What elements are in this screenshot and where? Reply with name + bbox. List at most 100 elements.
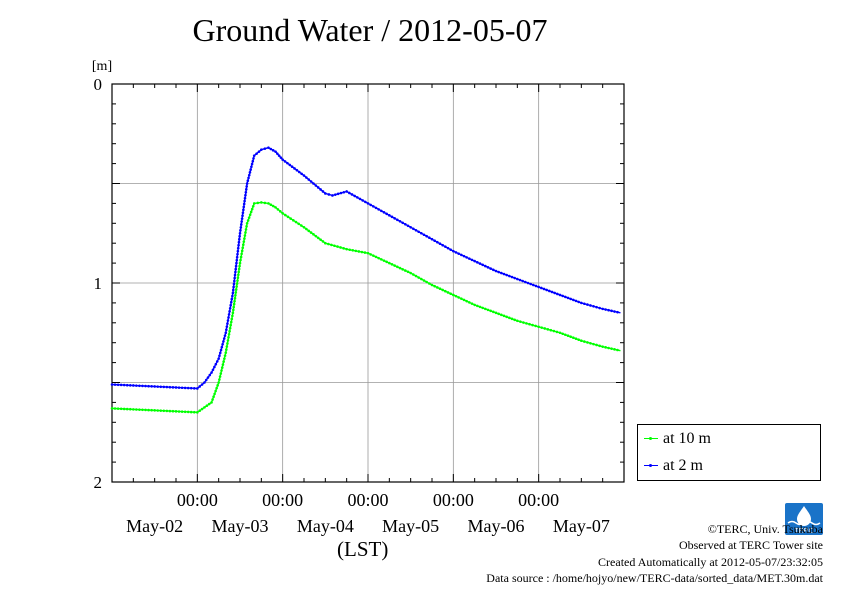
series-marker-0 [232,305,236,309]
series-marker-1 [180,386,184,390]
series-marker-1 [486,266,490,269]
series-marker-0 [223,354,227,357]
series-marker-1 [540,286,543,290]
series-marker-1 [236,249,240,253]
series-marker-0 [144,408,147,412]
series-marker-0 [494,311,498,315]
credit-observed: Observed at TERC Tower site [678,538,823,552]
series-marker-1 [203,381,206,384]
series-marker-0 [312,233,315,236]
series-marker-1 [219,348,223,352]
series-marker-0 [240,252,243,256]
series-marker-0 [207,402,211,406]
series-marker-0 [177,410,181,413]
series-marker-0 [462,298,466,302]
series-marker-1 [276,152,279,155]
series-marker-0 [473,303,476,307]
series-marker-1 [288,163,292,167]
series-marker-0 [271,204,275,208]
series-marker-1 [309,180,313,183]
series-marker-0 [235,282,239,285]
series-marker-0 [357,250,361,253]
series-marker-0 [249,210,253,214]
series-marker-1 [361,199,364,202]
series-marker-0 [211,398,214,401]
series-marker-0 [244,228,248,231]
series-marker-1 [113,383,117,386]
series-marker-0 [484,307,487,311]
series-marker-1 [235,258,239,262]
series-marker-0 [348,248,352,252]
x-tick-date-label: May-04 [297,516,354,536]
series-marker-1 [404,222,407,226]
series-marker-1 [295,168,299,172]
series-marker-0 [558,331,562,335]
series-marker-0 [404,269,407,272]
series-marker-1 [227,316,230,319]
series-marker-1 [222,337,226,340]
series-marker-0 [198,409,202,412]
series-marker-1 [263,147,267,150]
series-marker-0 [289,217,292,220]
series-marker-1 [470,258,474,262]
series-marker-1 [412,227,415,231]
series-marker-0 [221,363,225,366]
series-marker-1 [449,248,452,251]
series-marker-1 [244,190,248,194]
series-marker-1 [537,285,540,289]
series-marker-0 [236,276,240,280]
series-marker-1 [242,202,246,206]
series-marker-1 [345,190,348,193]
series-marker-0 [393,264,396,267]
series-marker-0 [231,314,234,318]
series-marker-0 [239,255,243,259]
series-marker-0 [586,341,589,344]
series-marker-0 [189,410,193,414]
series-marker-0 [153,409,156,412]
series-marker-1 [356,196,359,199]
series-marker-1 [228,310,231,313]
series-marker-1 [165,385,169,389]
series-marker-1 [473,259,476,263]
series-marker-1 [162,385,166,389]
series-marker-0 [174,410,178,413]
series-marker-1 [430,237,434,241]
series-marker-1 [598,306,601,310]
series-marker-1 [452,249,455,253]
series-marker-1 [210,371,213,374]
series-marker-0 [569,335,572,339]
series-marker-1 [174,386,178,389]
series-marker-0 [412,273,415,276]
x-tick-time-label: 00:00 [518,490,559,510]
series-marker-1 [601,307,604,311]
series-marker-1 [125,383,129,387]
x-tick-date-label: May-02 [126,516,183,536]
series-marker-1 [388,214,391,217]
series-marker-0 [220,366,224,369]
series-marker-0 [237,270,241,274]
series-marker-0 [226,339,230,342]
series-marker-0 [465,299,468,303]
series-marker-1 [260,148,263,151]
legend-label-2m: at 2 m [663,457,703,474]
series-marker-1 [505,273,508,277]
series-marker-1 [586,303,589,306]
series-marker-1 [436,240,439,244]
series-marker-1 [241,214,244,217]
series-marker-0 [227,332,231,336]
series-marker-1 [580,301,583,305]
series-marker-1 [240,220,243,223]
series-marker-1 [521,279,524,283]
series-marker-1 [217,357,220,360]
series-marker-1 [460,253,463,257]
series-marker-1 [607,308,610,312]
series-marker-1 [218,351,222,355]
series-marker-0 [454,294,458,298]
series-marker-0 [510,317,514,321]
x-tick-time-label: 00:00 [177,490,218,510]
series-marker-1 [237,237,241,241]
x-tick-date-label: May-06 [468,516,525,536]
series-marker-1 [168,385,172,389]
series-marker-0 [428,282,431,285]
series-marker-0 [595,343,598,347]
